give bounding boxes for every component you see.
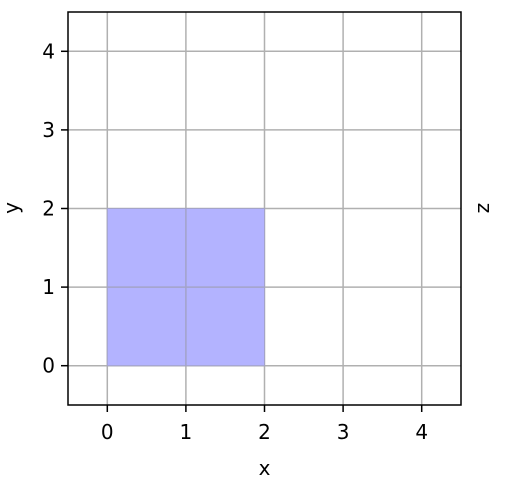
y-tick-label: 3 bbox=[42, 118, 55, 142]
x-tick-label: 0 bbox=[101, 420, 114, 444]
y-tick-label: 2 bbox=[42, 197, 55, 221]
x-tick-label: 2 bbox=[258, 420, 271, 444]
y-tick-label: 4 bbox=[42, 39, 55, 63]
filled-regions bbox=[106, 208, 265, 367]
x-axis-label: x bbox=[259, 456, 271, 480]
ticks: 0 1 2 3 4 0 1 2 3 4 bbox=[42, 39, 428, 444]
y-tick-label: 1 bbox=[42, 275, 55, 299]
y-axis-label: y bbox=[0, 202, 23, 214]
x-tick-label: 4 bbox=[415, 420, 428, 444]
z-axis-label: z bbox=[473, 203, 497, 214]
x-tick-label: 1 bbox=[180, 420, 193, 444]
y-tick-label: 0 bbox=[42, 354, 55, 378]
x-tick-label: 3 bbox=[337, 420, 350, 444]
